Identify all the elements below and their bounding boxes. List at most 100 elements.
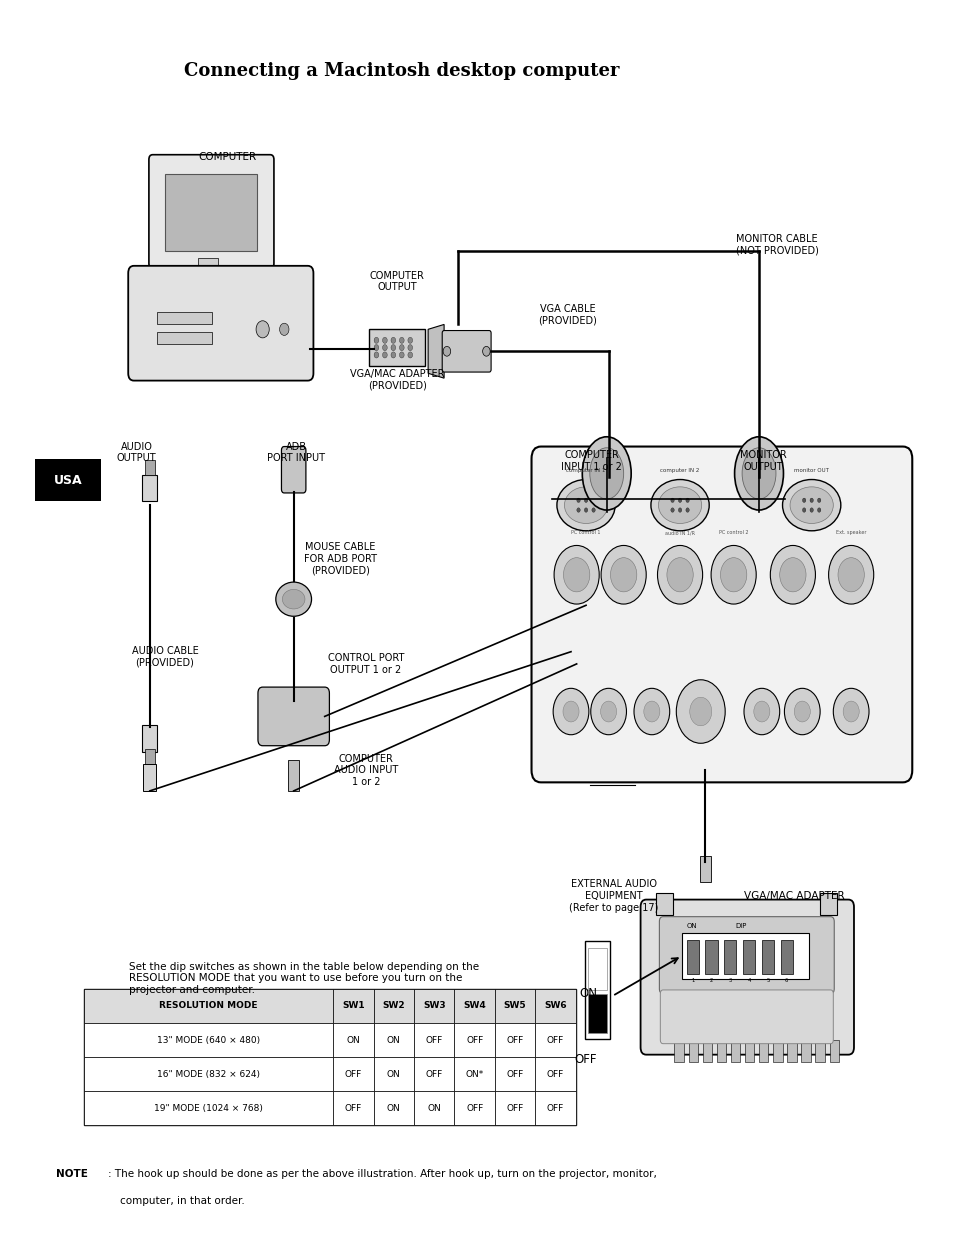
Bar xyxy=(655,893,672,915)
Text: 13" MODE (640 × 480): 13" MODE (640 × 480) xyxy=(157,1035,260,1045)
Bar xyxy=(742,940,755,974)
Text: computer IN 2: computer IN 2 xyxy=(659,468,699,473)
Text: RESOLUTION MODE: RESOLUTION MODE xyxy=(159,1002,257,1010)
Bar xyxy=(535,1092,575,1125)
Circle shape xyxy=(382,352,387,358)
Bar xyxy=(142,725,157,752)
Circle shape xyxy=(801,508,805,513)
Circle shape xyxy=(670,508,674,513)
Text: ON: ON xyxy=(387,1104,400,1113)
Text: OFF: OFF xyxy=(425,1070,442,1078)
Circle shape xyxy=(753,701,769,722)
Text: NOTE: NOTE xyxy=(56,1170,88,1179)
Circle shape xyxy=(591,498,595,503)
Circle shape xyxy=(374,337,378,343)
Bar xyxy=(772,1040,781,1062)
Ellipse shape xyxy=(741,448,775,499)
Text: VGA/MAC ADAPTER
(PROVIDED): VGA/MAC ADAPTER (PROVIDED) xyxy=(350,368,444,390)
Text: OFF: OFF xyxy=(546,1104,563,1113)
Bar xyxy=(759,1040,767,1062)
FancyBboxPatch shape xyxy=(281,447,306,493)
Ellipse shape xyxy=(564,487,607,524)
Text: computer, in that order.: computer, in that order. xyxy=(120,1197,244,1207)
Circle shape xyxy=(842,701,859,722)
Circle shape xyxy=(408,337,412,343)
Circle shape xyxy=(399,352,404,358)
Bar xyxy=(686,940,699,974)
Bar xyxy=(454,1023,495,1057)
Text: COMPUTER
INPUT 1 or 2: COMPUTER INPUT 1 or 2 xyxy=(560,451,621,472)
Text: MOUSE CABLE
FOR ADB PORT
(PROVIDED): MOUSE CABLE FOR ADB PORT (PROVIDED) xyxy=(304,542,376,576)
Circle shape xyxy=(577,508,579,513)
Circle shape xyxy=(443,346,450,356)
Text: OFF: OFF xyxy=(344,1104,361,1113)
Circle shape xyxy=(809,508,813,513)
Text: MONITOR
OUTPUT: MONITOR OUTPUT xyxy=(740,451,786,472)
Circle shape xyxy=(769,546,815,604)
Circle shape xyxy=(382,345,387,351)
Circle shape xyxy=(562,701,578,722)
Circle shape xyxy=(563,558,589,592)
Ellipse shape xyxy=(658,487,701,524)
Ellipse shape xyxy=(589,448,623,499)
Circle shape xyxy=(710,546,756,604)
Circle shape xyxy=(685,498,689,503)
Circle shape xyxy=(610,558,637,592)
FancyBboxPatch shape xyxy=(531,447,911,782)
Bar xyxy=(414,1023,454,1057)
Bar xyxy=(820,893,836,915)
Bar xyxy=(414,989,454,1023)
FancyBboxPatch shape xyxy=(442,331,491,372)
Text: OFF: OFF xyxy=(506,1104,523,1113)
Circle shape xyxy=(590,688,626,735)
Text: 16" MODE (832 × 624): 16" MODE (832 × 624) xyxy=(157,1070,260,1078)
Circle shape xyxy=(584,498,587,503)
Text: SW5: SW5 xyxy=(503,1002,526,1010)
Text: ON: ON xyxy=(578,987,597,1000)
Circle shape xyxy=(720,558,746,592)
Text: SW3: SW3 xyxy=(422,1002,445,1010)
Bar xyxy=(454,989,495,1023)
Bar xyxy=(495,1057,535,1092)
Bar xyxy=(165,174,256,251)
Bar xyxy=(143,764,156,790)
Ellipse shape xyxy=(275,582,312,616)
Bar xyxy=(495,989,535,1023)
Circle shape xyxy=(634,688,669,735)
Circle shape xyxy=(657,546,702,604)
Circle shape xyxy=(391,352,395,358)
Text: SW6: SW6 xyxy=(543,1002,566,1010)
Text: monitor OUT: monitor OUT xyxy=(794,468,828,473)
Circle shape xyxy=(554,546,598,604)
Circle shape xyxy=(584,508,587,513)
Bar xyxy=(495,1092,535,1125)
Text: OFF: OFF xyxy=(506,1070,523,1078)
Bar xyxy=(761,940,773,974)
Bar xyxy=(84,1057,333,1092)
Text: ON: ON xyxy=(346,1035,360,1045)
Circle shape xyxy=(689,698,711,726)
Circle shape xyxy=(600,701,616,722)
FancyBboxPatch shape xyxy=(659,916,833,994)
Text: Connecting a Macintosh desktop computer: Connecting a Macintosh desktop computer xyxy=(184,62,618,80)
Bar xyxy=(535,989,575,1023)
Circle shape xyxy=(783,688,820,735)
Bar xyxy=(197,258,218,273)
Bar xyxy=(723,940,736,974)
Bar xyxy=(744,1040,754,1062)
Ellipse shape xyxy=(734,437,782,510)
Circle shape xyxy=(255,321,269,338)
Circle shape xyxy=(374,352,378,358)
Polygon shape xyxy=(428,325,444,378)
Bar xyxy=(84,1023,333,1057)
Circle shape xyxy=(817,508,820,513)
Text: Ext. speaker: Ext. speaker xyxy=(835,531,865,536)
Bar xyxy=(674,1040,683,1062)
Circle shape xyxy=(408,352,412,358)
FancyBboxPatch shape xyxy=(257,687,329,746)
Text: : The hook up should be done as per the above illustration. After hook up, turn : : The hook up should be done as per the … xyxy=(108,1170,656,1179)
Bar xyxy=(704,940,717,974)
Circle shape xyxy=(374,345,378,351)
Bar xyxy=(84,989,575,1125)
Text: OFF: OFF xyxy=(575,1053,597,1066)
